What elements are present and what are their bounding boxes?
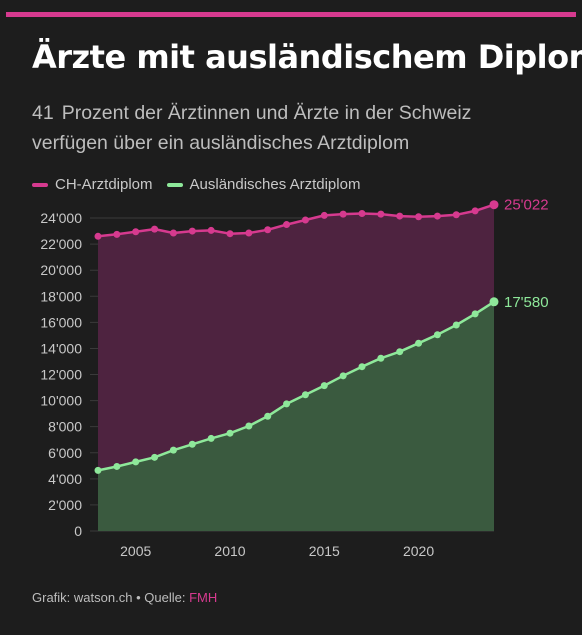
foreign-point	[396, 348, 404, 356]
point-layer	[94, 200, 499, 474]
label-layer: 0 2'000 4'000 6'000 8'000 10'000 12'000 14'000 1…	[40, 197, 548, 559]
legend-swatch-ch	[32, 182, 48, 187]
ch-point	[377, 210, 385, 218]
y-tick-label: 4'000	[48, 471, 82, 487]
footer: Grafik: watson.ch • Quelle: FMH	[32, 590, 217, 605]
foreign-point	[169, 446, 177, 454]
y-tick-label: 22'000	[40, 236, 82, 252]
ch-point	[207, 226, 215, 234]
ch-point	[415, 213, 423, 221]
footer-source-link[interactable]: FMH	[189, 590, 218, 605]
foreign-point	[188, 440, 196, 448]
ch-point	[245, 229, 253, 237]
x-tick-label: 2015	[309, 543, 340, 559]
x-tick-label: 2005	[120, 543, 151, 559]
foreign-point	[94, 466, 102, 474]
foreign-line	[97, 300, 495, 472]
y-tick-label: 8'000	[48, 419, 82, 435]
accent-bar	[6, 12, 576, 17]
foreign-point	[489, 297, 499, 307]
ch-point	[339, 210, 347, 218]
chart-subtitle: 41 Prozent der Ärztinnen und Ärzte in der…	[32, 98, 552, 158]
foreign-point	[132, 458, 140, 466]
area-layer	[98, 204, 494, 531]
y-tick-label: 16'000	[40, 314, 82, 330]
ch-line	[97, 203, 495, 238]
line-layer	[97, 203, 495, 472]
legend-swatch-foreign	[166, 182, 183, 187]
footer-source-label: Quelle:	[144, 590, 186, 605]
ch-point	[489, 200, 499, 210]
ch-point	[396, 212, 404, 220]
legend: CH-Arztdiplom Ausländisches Arztdiplom	[32, 176, 374, 193]
foreign-area	[98, 301, 494, 531]
footer-credit: Grafik: watson.ch	[32, 590, 133, 605]
ch-point	[471, 207, 479, 215]
foreign-point	[301, 391, 309, 399]
y-tick-label: 20'000	[40, 262, 82, 278]
foreign-point	[264, 412, 272, 420]
foreign-point	[113, 462, 121, 470]
ch-point	[169, 229, 177, 237]
foreign-end-label: 17'580	[504, 294, 549, 311]
y-tick-label: 12'000	[40, 367, 82, 383]
ch-point	[433, 212, 441, 220]
ch-point	[283, 221, 291, 229]
chart-title: Ärzte mit ausländischem Diplom	[32, 38, 582, 76]
ch-point	[301, 216, 309, 224]
foreign-point	[415, 339, 423, 347]
ch-point	[188, 227, 196, 235]
foreign-point	[358, 363, 366, 371]
y-tick-label: 6'000	[48, 445, 82, 461]
ch-point	[226, 230, 234, 238]
x-tick-label: 2010	[214, 543, 245, 559]
foreign-point	[245, 422, 253, 430]
ch-point	[151, 225, 159, 233]
foreign-point	[339, 372, 347, 380]
subtitle-number: 41	[32, 102, 54, 124]
legend-label-ch: CH-Arztdiplom	[55, 176, 153, 193]
ch-point	[320, 211, 328, 219]
foreign-point	[207, 434, 215, 442]
ch-area	[98, 204, 494, 471]
legend-item-foreign: Ausländisches Arztdiplom	[166, 176, 361, 193]
y-tick-label: 18'000	[40, 288, 82, 304]
foreign-point	[283, 400, 291, 408]
footer-separator: •	[136, 590, 141, 605]
y-tick-label: 14'000	[40, 340, 82, 356]
ch-point	[358, 209, 366, 217]
ch-point	[113, 230, 121, 238]
y-tick-label: 0	[74, 523, 82, 539]
foreign-point	[452, 321, 460, 329]
subtitle-text: Prozent der Ärztinnen und Ärzte in der S…	[32, 102, 472, 154]
ch-point	[452, 211, 460, 219]
y-tick-label: 24'000	[40, 210, 82, 226]
area-chart: 0 2'000 4'000 6'000 8'000 10'000 12'000 14'000 1…	[40, 197, 548, 559]
ch-point	[94, 232, 102, 240]
legend-item-ch: CH-Arztdiplom	[32, 176, 153, 193]
foreign-point	[471, 310, 479, 318]
foreign-point	[226, 429, 234, 437]
foreign-point	[433, 331, 441, 339]
ch-point	[264, 226, 272, 234]
ch-point	[132, 228, 140, 236]
y-tick-label: 2'000	[48, 497, 82, 513]
y-tick-label: 10'000	[40, 393, 82, 409]
legend-label-foreign: Ausländisches Arztdiplom	[189, 176, 361, 193]
foreign-point	[377, 354, 385, 362]
foreign-point	[151, 453, 159, 461]
x-tick-label: 2020	[403, 543, 434, 559]
ch-end-label: 25'022	[504, 197, 549, 214]
foreign-point	[320, 382, 328, 390]
